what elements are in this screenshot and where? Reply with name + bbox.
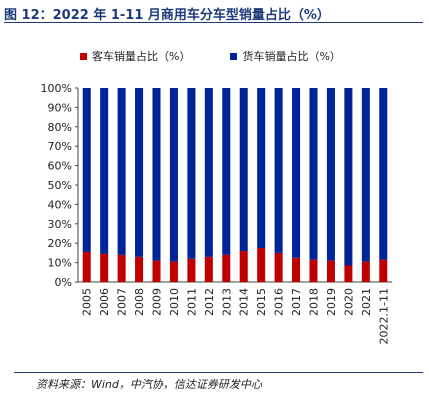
bar-freight bbox=[100, 88, 109, 254]
y-tick-label: 80% bbox=[48, 121, 72, 134]
bar-passenger bbox=[117, 254, 126, 282]
x-tick-label: 2013 bbox=[220, 288, 233, 316]
bar-freight bbox=[257, 88, 266, 249]
x-tick-label: 2010 bbox=[168, 288, 181, 316]
legend-swatch-passenger bbox=[80, 52, 87, 60]
bar-freight bbox=[82, 88, 91, 252]
legend-item-passenger: 客车销量占比（%） bbox=[80, 48, 190, 64]
bar-passenger bbox=[100, 253, 109, 282]
bar-passenger bbox=[344, 265, 353, 282]
bar-freight bbox=[239, 88, 248, 251]
bar-freight bbox=[135, 88, 144, 257]
x-tick-label: 2011 bbox=[185, 288, 198, 316]
bar-freight bbox=[326, 88, 335, 261]
bar-freight bbox=[187, 88, 196, 259]
y-tick-label: 30% bbox=[48, 218, 72, 231]
bar-passenger bbox=[152, 260, 161, 282]
y-tick-label: 60% bbox=[48, 160, 72, 173]
x-tick-label: 2021 bbox=[360, 288, 373, 316]
source-note: 资料来源：Wind，中汽协，信达证券研发中心 bbox=[36, 378, 262, 391]
legend-label-freight: 货车销量占比（%） bbox=[242, 50, 341, 63]
bar-freight bbox=[379, 88, 388, 260]
bar-freight bbox=[292, 88, 301, 258]
x-tick-label: 2020 bbox=[342, 288, 355, 316]
bar-freight bbox=[117, 88, 126, 255]
x-tick-label: 2006 bbox=[98, 288, 111, 316]
bar-passenger bbox=[274, 252, 283, 282]
x-tick-label: 2016 bbox=[273, 288, 286, 316]
legend-item-freight: 货车销量占比（%） bbox=[230, 48, 341, 64]
bar-freight bbox=[344, 88, 353, 266]
title-divider bbox=[4, 22, 423, 23]
x-tick-label: 2019 bbox=[325, 288, 338, 316]
bar-passenger bbox=[82, 251, 91, 282]
x-tick-label: 2022.1-11 bbox=[377, 288, 390, 344]
stacked-bar-chart: 0% 10% 20% 30% 40% 50% 60% 70% 80% 90% 100% 2005 200… bbox=[41, 82, 392, 344]
x-tick-label: 2012 bbox=[203, 288, 216, 316]
bar-passenger bbox=[309, 259, 318, 282]
x-tick-label: 2014 bbox=[238, 288, 251, 316]
legend-swatch-freight bbox=[230, 52, 238, 60]
bar-freight bbox=[361, 88, 370, 262]
bar-passenger bbox=[379, 259, 388, 282]
bar-passenger bbox=[257, 248, 266, 282]
legend-label-passenger: 客车销量占比（%） bbox=[92, 50, 191, 63]
x-tick-label: 2015 bbox=[255, 288, 268, 316]
y-tick-label: 0% bbox=[55, 276, 72, 289]
y-tick-label: 100% bbox=[41, 82, 72, 95]
bar-passenger bbox=[187, 258, 196, 282]
y-tick-label: 20% bbox=[48, 237, 72, 250]
y-tick-label: 90% bbox=[48, 101, 72, 114]
bar-passenger bbox=[326, 260, 335, 282]
y-tick-label: 10% bbox=[48, 257, 72, 270]
y-tick-label: 70% bbox=[48, 140, 72, 153]
x-tick-label: 2007 bbox=[116, 288, 129, 316]
y-tick-label: 50% bbox=[48, 179, 72, 192]
bar-passenger bbox=[222, 254, 231, 282]
x-tick-label: 2009 bbox=[151, 288, 164, 316]
x-tick-label: 2005 bbox=[81, 288, 94, 316]
bar-passenger bbox=[169, 261, 178, 282]
x-tick-label: 2008 bbox=[133, 288, 146, 316]
source-divider bbox=[14, 372, 423, 373]
x-tick-label: 2017 bbox=[290, 288, 303, 316]
bar-freight bbox=[204, 88, 213, 257]
bar-freight bbox=[274, 88, 283, 253]
bar-freight bbox=[152, 88, 161, 261]
bar-passenger bbox=[292, 257, 301, 282]
bar-passenger bbox=[204, 256, 213, 282]
bar-passenger bbox=[361, 261, 370, 282]
page-title: 图 12：2022 年 1-11 月商用车分车型销量占比（%） bbox=[4, 8, 330, 23]
bar-freight bbox=[169, 88, 178, 262]
chart-legend: 客车销量占比（%） 货车销量占比（%） bbox=[80, 48, 429, 64]
bar-passenger bbox=[239, 250, 248, 282]
x-tick-label: 2018 bbox=[308, 288, 321, 316]
bar-freight bbox=[309, 88, 318, 260]
y-tick-label: 40% bbox=[48, 198, 72, 211]
bar-passenger bbox=[135, 256, 144, 282]
bar-freight bbox=[222, 88, 231, 255]
